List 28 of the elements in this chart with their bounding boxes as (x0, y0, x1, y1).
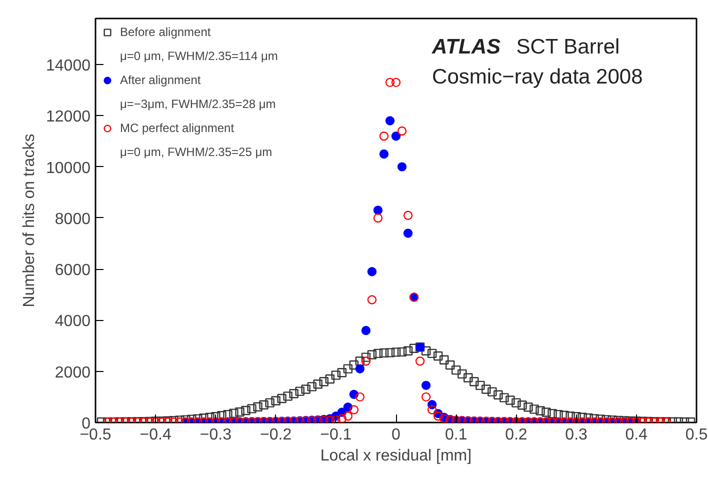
y-tick-label: 4000 (54, 313, 91, 330)
x-tick-label: −0.1 (320, 426, 352, 444)
x-tick-label: −0.3 (200, 426, 232, 444)
legend-label: After alignment (120, 72, 201, 88)
x-tick-label: 0.5 (685, 426, 708, 444)
y-tick-label: 8000 (54, 210, 91, 228)
x-tick-label: −0.4 (140, 426, 172, 444)
x-tick-label: 0.4 (625, 426, 648, 444)
x-axis-title: Local x residual [mm] (320, 448, 472, 464)
y-tick-label: 2000 (54, 364, 91, 382)
y-axis-title: Number of hits on tracks (21, 134, 38, 308)
annotation: ATLAS (431, 35, 500, 58)
annotation: Cosmic−ray data 2008 (432, 66, 643, 89)
x-tick-label: 0.1 (444, 426, 468, 444)
annotation: μ=0 μm, FWHM/2.35=114 μm (120, 48, 278, 64)
annotation: μ=0 μm, FWHM/2.35=25 μm (120, 144, 272, 160)
x-tick-label: −0.2 (260, 426, 292, 444)
legend-label: Before alignment (120, 24, 211, 40)
y-tick-label: 14000 (46, 58, 91, 75)
annotation: μ=−3μm, FWHM/2.35=28 μm (120, 96, 276, 112)
annotation: SCT Barrel (516, 35, 620, 58)
x-tick-label: 0 (392, 426, 401, 444)
x-tick-label: 0.3 (565, 426, 588, 444)
x-tick-label: 0.2 (505, 426, 528, 444)
y-tick-label: 6000 (54, 262, 91, 280)
y-tick-label: 12000 (46, 108, 91, 126)
y-tick-label: 10000 (46, 160, 91, 177)
legend-label: MC perfect alignment (120, 120, 234, 136)
